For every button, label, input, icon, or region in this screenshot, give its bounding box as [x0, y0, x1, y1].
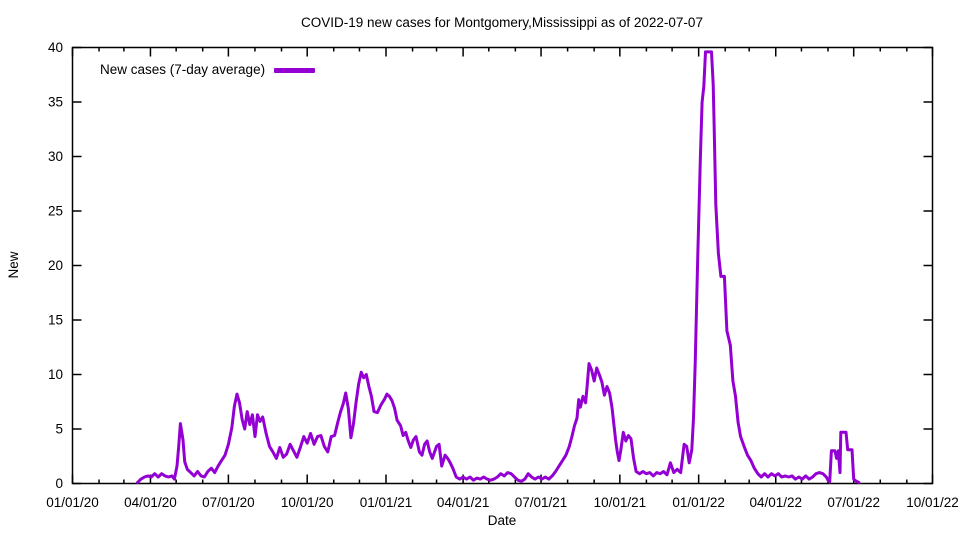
x-tick-label: 07/01/20 [202, 495, 255, 510]
x-tick-label: 04/01/20 [124, 495, 177, 510]
y-tick-label: 20 [48, 258, 63, 273]
legend: New cases (7-day average) [100, 62, 316, 78]
y-tick-label: 25 [48, 204, 63, 219]
x-tick-label: 01/01/21 [360, 495, 413, 510]
legend-line-sample [274, 67, 316, 73]
y-tick-label: 5 [55, 422, 63, 437]
chart-title: COVID-19 new cases for Montgomery,Missis… [301, 15, 703, 30]
plot-border [71, 46, 934, 485]
y-tick-label: 15 [48, 313, 63, 328]
y-axis-label: New [6, 251, 21, 279]
y-tick-label: 0 [55, 476, 63, 491]
y-tick-label: 35 [48, 95, 63, 110]
x-tick-label: 07/01/22 [827, 495, 880, 510]
y-tick-label: 10 [48, 367, 63, 382]
y-tick-label: 30 [48, 149, 63, 164]
legend-label: New cases (7-day average) [100, 62, 266, 77]
x-tick-label: 04/01/21 [437, 495, 490, 510]
x-tick-label: 01/01/20 [46, 495, 99, 510]
new-cases-line [136, 50, 861, 484]
x-tick-label: 10/01/20 [281, 495, 334, 510]
x-tick-label: 10/01/21 [594, 495, 647, 510]
y-tick-label: 40 [48, 40, 63, 55]
x-tick-label: 10/01/22 [906, 495, 959, 510]
x-tick-label: 04/01/22 [749, 495, 802, 510]
x-axis-label: Date [487, 513, 517, 528]
x-tick-label: 07/01/21 [515, 495, 568, 510]
x-tick-label: 01/01/22 [672, 495, 725, 510]
